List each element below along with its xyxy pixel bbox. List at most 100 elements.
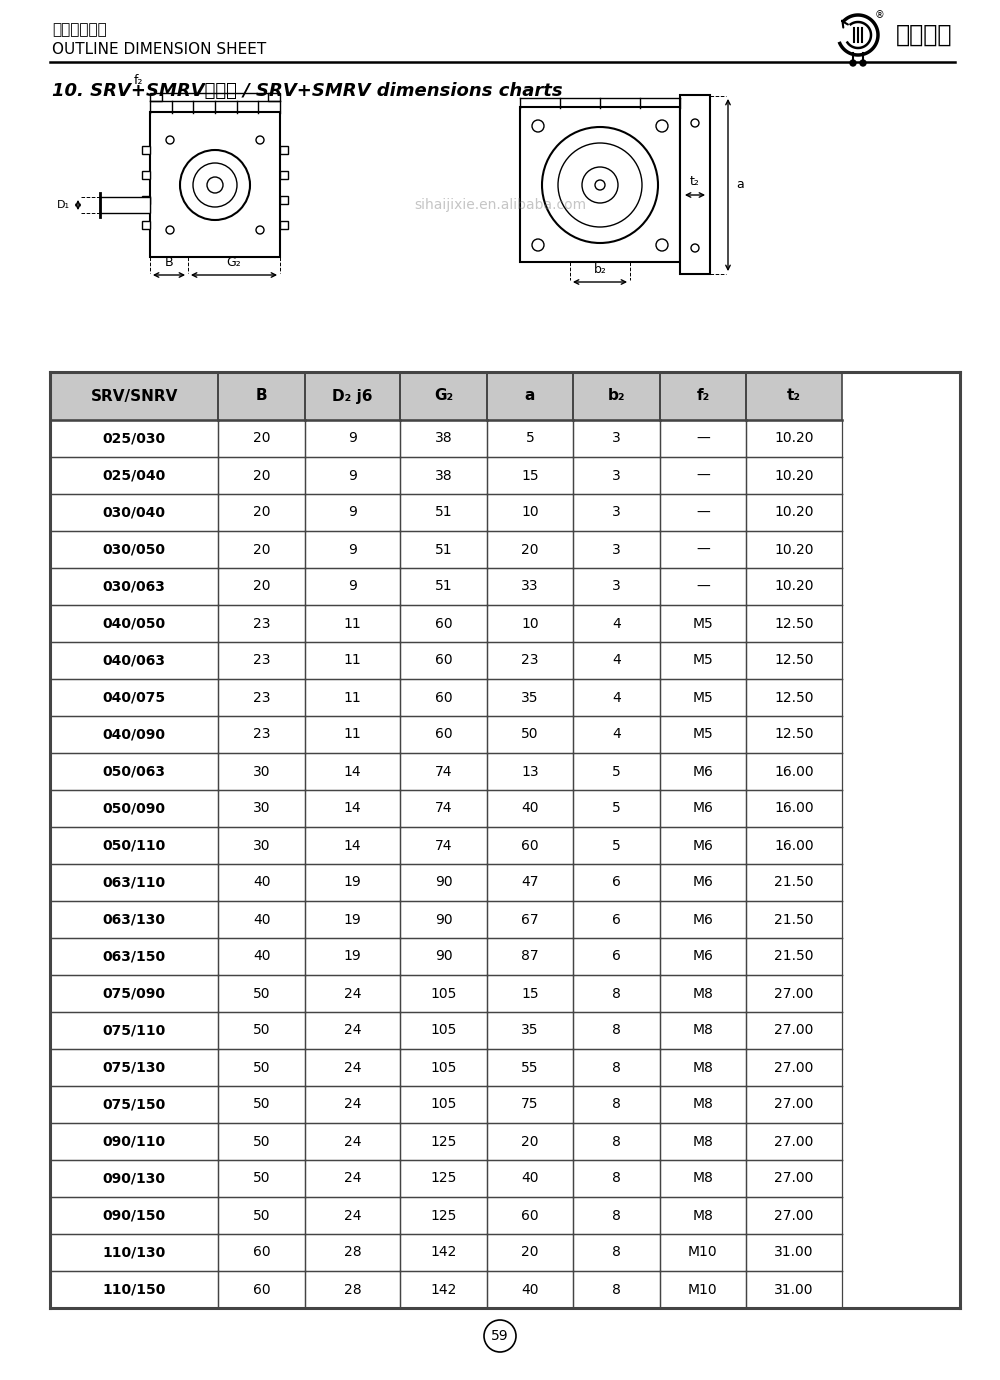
Bar (218, 1271, 305, 1308)
Text: 5: 5 (612, 765, 621, 778)
Bar (305, 789, 400, 827)
Bar (660, 1196, 746, 1234)
Text: 24: 24 (344, 1134, 361, 1148)
Bar (520, 108, 680, 262)
Text: 9: 9 (348, 505, 357, 519)
Bar (50, 569, 218, 604)
Bar (50, 1196, 218, 1234)
Bar (218, 1161, 305, 1196)
Text: 24: 24 (344, 1209, 361, 1223)
Text: 10.20: 10.20 (774, 505, 814, 519)
Circle shape (850, 59, 856, 66)
Bar (660, 789, 746, 827)
Bar (218, 716, 305, 753)
Bar (660, 976, 746, 1012)
Text: D₂ j6: D₂ j6 (332, 389, 373, 403)
Bar (746, 457, 842, 494)
Text: 20: 20 (253, 505, 270, 519)
Text: 20: 20 (521, 542, 539, 556)
Text: 23: 23 (253, 727, 270, 741)
Text: 15: 15 (521, 987, 539, 1000)
Bar (487, 1123, 573, 1161)
Bar (660, 420, 746, 457)
Text: 14: 14 (344, 839, 361, 853)
Text: 4: 4 (612, 727, 621, 741)
Bar (660, 1234, 746, 1271)
Bar (305, 864, 400, 901)
Text: 8: 8 (612, 1134, 621, 1148)
Text: 24: 24 (344, 1097, 361, 1111)
Text: 27.00: 27.00 (774, 1060, 814, 1075)
Bar (487, 1086, 573, 1123)
Text: 31.00: 31.00 (774, 1282, 814, 1296)
Text: 40: 40 (521, 1172, 539, 1185)
Text: 19: 19 (344, 949, 361, 963)
Text: 10. SRV+SMRV尺寸图 / SRV+SMRV dimensions charts: 10. SRV+SMRV尺寸图 / SRV+SMRV dimensions ch… (52, 81, 563, 99)
Bar (305, 976, 400, 1012)
Text: 050/063: 050/063 (103, 765, 166, 778)
Text: 40: 40 (521, 1282, 539, 1296)
Bar (400, 753, 487, 789)
Text: 075/150: 075/150 (103, 1097, 166, 1111)
Text: 3: 3 (612, 432, 621, 446)
Text: a: a (736, 178, 744, 192)
Text: 35: 35 (521, 690, 539, 705)
Text: M8: M8 (692, 1209, 713, 1223)
Text: 125: 125 (430, 1209, 457, 1223)
Text: M8: M8 (692, 1097, 713, 1111)
Bar (573, 976, 660, 1012)
Circle shape (558, 144, 642, 226)
Bar (50, 642, 218, 679)
Text: 10.20: 10.20 (774, 580, 814, 593)
Bar (400, 1012, 487, 1049)
Bar (746, 976, 842, 1012)
Text: 20: 20 (521, 1246, 539, 1260)
Text: 50: 50 (253, 1024, 270, 1038)
Bar (400, 1234, 487, 1271)
Text: 24: 24 (344, 987, 361, 1000)
Bar (305, 420, 400, 457)
Bar (487, 1196, 573, 1234)
Text: 74: 74 (435, 802, 452, 816)
Bar (218, 827, 305, 864)
Text: 19: 19 (344, 875, 361, 890)
Text: 040/075: 040/075 (103, 690, 166, 705)
Bar (487, 1049, 573, 1086)
Circle shape (595, 179, 605, 190)
Circle shape (532, 120, 544, 132)
Bar (746, 864, 842, 901)
Circle shape (532, 239, 544, 251)
Bar (487, 1161, 573, 1196)
Text: M5: M5 (693, 690, 713, 705)
Bar (218, 864, 305, 901)
Bar (660, 1086, 746, 1123)
Bar (487, 864, 573, 901)
Bar (50, 827, 218, 864)
Circle shape (860, 59, 866, 66)
Circle shape (691, 119, 699, 127)
Bar (50, 1086, 218, 1123)
Bar (573, 531, 660, 569)
Text: 67: 67 (521, 912, 539, 926)
Bar (487, 420, 573, 457)
Text: 50: 50 (253, 1060, 270, 1075)
Text: 090/150: 090/150 (103, 1209, 166, 1223)
Bar (218, 604, 305, 642)
Text: M8: M8 (692, 1134, 713, 1148)
Text: 14: 14 (344, 802, 361, 816)
Text: 60: 60 (521, 1209, 539, 1223)
Bar (218, 642, 305, 679)
Circle shape (207, 177, 223, 193)
Text: M6: M6 (692, 802, 713, 816)
Text: 55: 55 (521, 1060, 539, 1075)
Text: 50: 50 (253, 987, 270, 1000)
Text: 60: 60 (253, 1246, 270, 1260)
Text: 28: 28 (344, 1282, 361, 1296)
Bar (660, 864, 746, 901)
Bar (218, 569, 305, 604)
Text: 47: 47 (521, 875, 539, 890)
Text: 24: 24 (344, 1024, 361, 1038)
Bar (280, 221, 288, 229)
Text: 9: 9 (348, 542, 357, 556)
Text: 60: 60 (521, 839, 539, 853)
